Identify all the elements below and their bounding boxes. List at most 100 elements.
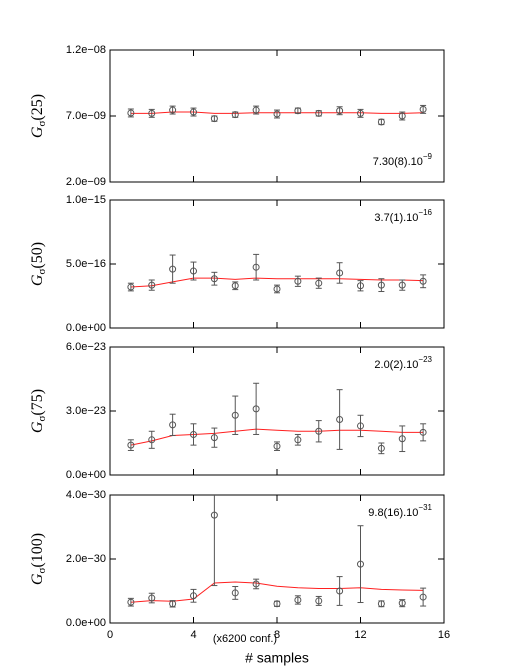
- data-point: [377, 444, 385, 452]
- annotation-text: 9.8(16).10: [368, 507, 418, 519]
- data-point: [252, 405, 260, 413]
- running-line: [130, 277, 424, 288]
- data-point: [398, 281, 406, 289]
- data-point: [377, 118, 385, 126]
- x-axis-label: # samples: [245, 650, 309, 666]
- x-note: (x6200 conf.): [213, 633, 277, 645]
- y-axis-label: Gσ(75): [29, 389, 48, 433]
- data-point: [127, 441, 135, 449]
- error-bar: [169, 254, 176, 284]
- panel: 0.0e+00 5.0e−16 1.0e−15 Gσ(50) 3.7(1).10−16: [29, 194, 445, 334]
- data-point: [419, 593, 427, 601]
- data-point: [210, 115, 218, 123]
- error-bar: [399, 599, 406, 608]
- annotation-sup: −16: [418, 208, 432, 217]
- data-point: [294, 436, 302, 444]
- data-point: [336, 269, 344, 277]
- data-point: [419, 105, 427, 113]
- error-bar: [190, 588, 197, 603]
- data-point: [148, 436, 156, 444]
- data-point: [398, 435, 406, 443]
- data-point: [377, 600, 385, 608]
- data-point: [127, 109, 135, 117]
- y-label-arg: (100): [29, 533, 46, 568]
- y-tick-label: 2.0e−09: [66, 176, 106, 188]
- data-point: [252, 106, 260, 114]
- y-tick-label: 2.0e−30: [66, 553, 106, 565]
- data-point: [357, 422, 364, 430]
- annotation-text: 3.7(1).10: [374, 212, 418, 224]
- error-bar: [232, 586, 239, 600]
- data-point: [252, 263, 260, 271]
- y-tick-label: 5.0e−16: [66, 258, 106, 270]
- data-point: [315, 597, 323, 605]
- data-point: [169, 106, 177, 114]
- error-bar: [253, 253, 260, 281]
- data-point: [357, 282, 364, 290]
- error-bar: [169, 413, 176, 437]
- data-point: [419, 277, 427, 285]
- y-tick-label: 0.0e+00: [66, 322, 106, 334]
- data-point: [210, 275, 218, 283]
- y-label-subscript: σ: [36, 121, 48, 127]
- x-tick-label: 16: [438, 629, 450, 641]
- y-label-symbol: G: [29, 274, 46, 286]
- error-bar: [336, 576, 343, 606]
- data-point: [273, 110, 281, 118]
- error-bar: [420, 423, 427, 442]
- annotation-sup: −9: [423, 152, 433, 161]
- error-bar: [378, 442, 385, 455]
- data-point: [315, 279, 323, 287]
- data-point: [148, 281, 156, 289]
- annotation-text: 7.30(8).10: [373, 156, 423, 168]
- error-bar: [294, 433, 301, 446]
- data-point: [294, 596, 302, 604]
- data-point: [398, 112, 406, 120]
- y-tick-label: 3.0e−23: [66, 405, 106, 417]
- data-point: [273, 442, 281, 450]
- error-bar: [232, 395, 239, 435]
- error-bar: [336, 389, 343, 450]
- error-bar: [420, 274, 427, 289]
- y-label-symbol: G: [29, 573, 46, 585]
- data-point: [252, 580, 260, 588]
- data-point: [210, 511, 218, 519]
- running-line: [130, 581, 424, 603]
- running-line: [130, 428, 424, 446]
- y-label-subscript: σ: [36, 269, 48, 275]
- error-bar: [211, 495, 218, 587]
- annotation: 9.8(16).10−31: [368, 503, 432, 519]
- data-point: [231, 282, 239, 290]
- x-tick-label: 4: [190, 629, 196, 641]
- data-point: [190, 267, 197, 275]
- y-label-symbol: G: [29, 126, 46, 138]
- error-bar: [399, 425, 406, 453]
- x-tick-label: 8: [274, 629, 280, 641]
- y-label-subscript: σ: [36, 416, 48, 422]
- data-point: [419, 428, 427, 436]
- error-bar: [190, 261, 197, 281]
- annotation: 7.30(8).10−9: [373, 152, 433, 168]
- data-point: [315, 109, 323, 117]
- data-point: [315, 427, 323, 435]
- y-tick-label: 1.0e−15: [66, 194, 106, 206]
- x-tick-label: 0: [107, 629, 113, 641]
- error-bar: [211, 427, 218, 448]
- y-label-arg: (50): [29, 242, 46, 269]
- y-tick-label: 6.0e−23: [66, 341, 106, 353]
- data-point: [398, 599, 406, 607]
- data-point: [357, 109, 364, 117]
- annotation-sup: −23: [418, 355, 432, 364]
- data-point: [190, 592, 197, 600]
- panel: 0.0e+00 3.0e−23 6.0e−23 Gσ(75) 2.0(2).10−23: [29, 341, 445, 481]
- data-point: [190, 430, 197, 438]
- y-tick-label: 4.0e−30: [66, 489, 106, 501]
- data-point: [169, 421, 177, 429]
- data-point: [273, 285, 281, 293]
- annotation-sup: −31: [418, 503, 432, 512]
- y-label-arg: (25): [29, 94, 46, 121]
- error-bar: [378, 278, 385, 293]
- error-bar: [336, 262, 343, 284]
- data-point: [169, 600, 177, 608]
